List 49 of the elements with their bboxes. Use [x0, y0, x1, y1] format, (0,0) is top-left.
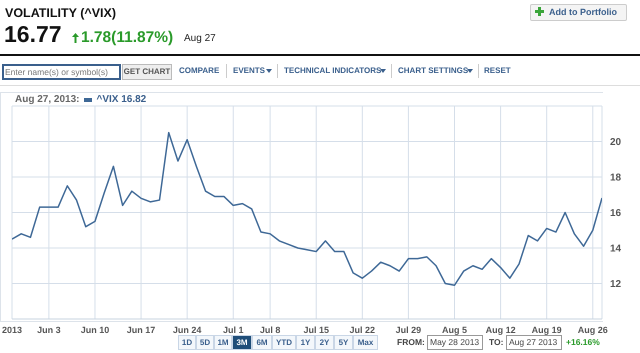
text: May 28 2013 [427, 335, 483, 350]
text: 5Y [334, 335, 353, 350]
y-tick-label: 16 [610, 208, 622, 220]
x-tick-label: Jul 29 [396, 325, 422, 335]
text: 1.78(11.87%) [81, 29, 174, 47]
chart-title: VOLATILITY (^VIX) [5, 6, 116, 20]
text: 3M [232, 335, 252, 350]
legend-title: Aug 27, 2013: [15, 94, 80, 105]
text: 16.77 [4, 21, 62, 48]
x-tick-label: Jul 8 [260, 325, 280, 335]
text: Max [353, 335, 378, 350]
text: TO: [489, 337, 504, 347]
x-tick-label: Jun 10 [80, 325, 110, 335]
text: 1D [178, 335, 196, 350]
text: 1M [214, 335, 232, 350]
text: COMPARE [179, 66, 220, 75]
text: Add to Portfolio [549, 7, 617, 17]
text: FROM: [397, 337, 425, 347]
text: YTD [272, 335, 296, 350]
x-tick-label: Aug 26 [578, 325, 608, 335]
x-tick-label: Jul 22 [350, 325, 376, 335]
line-series [12, 132, 602, 286]
text: TECHNICAL INDICATORS [284, 66, 382, 75]
text: RESET [484, 66, 511, 75]
x-tick-label: Jul 15 [303, 325, 329, 335]
x-tick-label: 2013 [2, 325, 22, 335]
text: EVENTS [233, 66, 266, 75]
text: Aug 27 2013 [506, 335, 562, 350]
x-tick-label: Jun 17 [126, 325, 156, 335]
x-tick-label: Jul 1 [222, 325, 244, 335]
text: Aug 27 [184, 33, 216, 44]
text: 2Y [315, 335, 334, 350]
text: GET CHART [122, 64, 172, 80]
text: 1Y [296, 335, 315, 350]
legend-label: ^VIX 16.82 [96, 94, 146, 105]
text: 6M [252, 335, 272, 350]
text: Enter name(s) or symbol(s) [2, 64, 121, 80]
text: CHART SETTINGS [398, 66, 468, 75]
y-tick-label: 14 [610, 244, 622, 255]
x-tick-label: Aug 5 [442, 325, 468, 335]
x-tick-label: Jun 24 [172, 325, 202, 335]
x-tick-label: Aug 12 [486, 325, 516, 335]
y-tick-label: 20 [610, 137, 622, 148]
y-tick-label: 12 [610, 279, 622, 290]
x-tick-label: Jun 3 [37, 325, 61, 335]
x-tick-label: Aug 19 [532, 325, 562, 335]
text: 5D [196, 335, 214, 350]
text: +16.16% [566, 337, 600, 347]
y-tick-label: 18 [610, 172, 622, 184]
